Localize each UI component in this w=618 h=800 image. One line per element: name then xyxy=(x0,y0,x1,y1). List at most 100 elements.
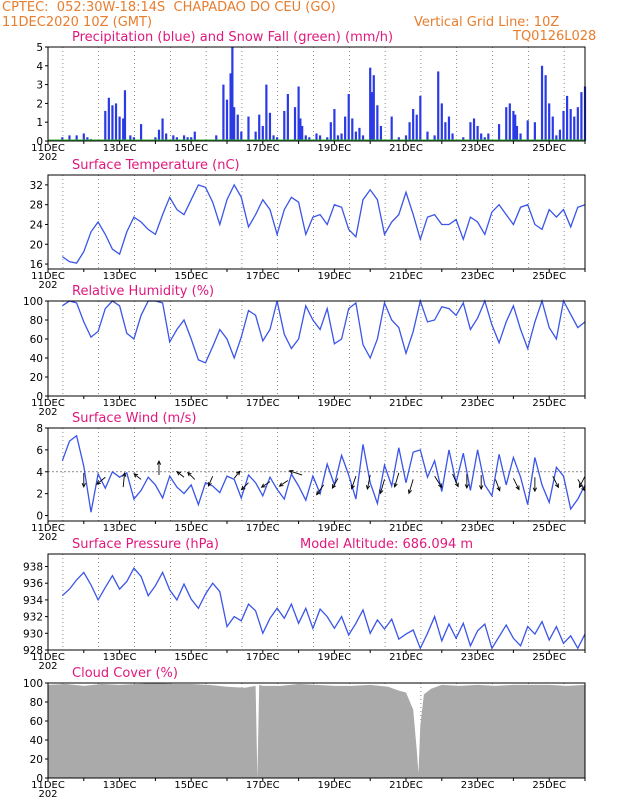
y-tick-label: 80 xyxy=(30,697,43,709)
precip-bar xyxy=(566,95,569,141)
y-tick-label: 28 xyxy=(30,200,43,212)
x-tick-label: 19DEC xyxy=(318,143,352,154)
x-tick-label: 19DEC xyxy=(318,780,352,791)
wind-arrow xyxy=(316,484,325,495)
y-tick-label: 40 xyxy=(30,735,43,747)
panel-title: Surface Pressure (hPa) xyxy=(72,537,219,552)
precip-bar xyxy=(562,110,565,141)
x-tick-label: 19DEC xyxy=(318,652,352,663)
wind-arrow-head xyxy=(288,469,294,474)
precip-bar xyxy=(358,127,361,141)
wind-arrow-head xyxy=(187,471,192,477)
wind-arrow-head xyxy=(393,482,398,488)
panel-pres: 928 930 932 934 936 938 11DEC 13DEC 15DEC 17DEC 19… xyxy=(23,537,586,672)
y-tick-label: 100 xyxy=(23,296,43,308)
x-tick-label: 17DEC xyxy=(246,398,280,409)
y-tick-label: 3 xyxy=(36,80,43,92)
precip-bar xyxy=(326,137,329,141)
x-tick-label: 25DEC xyxy=(532,523,566,534)
precip-bar xyxy=(122,118,125,141)
y-tick-label: 932 xyxy=(23,612,43,624)
y-tick-label: 936 xyxy=(23,578,43,590)
precip-bar xyxy=(426,131,429,141)
precip-bar xyxy=(297,86,300,141)
precip-bar xyxy=(548,103,551,141)
x-tick-label: 21DEC xyxy=(389,780,423,791)
precip-bar xyxy=(240,131,243,141)
precip-bar xyxy=(304,135,307,141)
x-tick-label: 25DEC xyxy=(532,398,566,409)
precip-bar xyxy=(315,133,318,141)
chart-header: CPTEC: 052:30W-18:14S CHAPADAO DO CEU (G… xyxy=(0,0,618,44)
precip-bar xyxy=(483,137,486,141)
precip-bar xyxy=(254,131,257,141)
wind-arrow xyxy=(233,471,241,479)
precip-bar xyxy=(118,116,121,141)
precip-bar xyxy=(132,137,136,141)
x-tick-label: 13DEC xyxy=(103,143,137,154)
x-tick-label: 11DEC xyxy=(31,652,65,663)
x-tick-label: 21DEC xyxy=(389,143,423,154)
y-tick-label: 8 xyxy=(36,423,43,435)
precip-bar xyxy=(419,95,422,141)
precip-bar xyxy=(558,129,562,141)
x-tick-label: 25DEC xyxy=(532,780,566,791)
precip-bar xyxy=(333,109,336,141)
precip-bar xyxy=(573,116,576,141)
precip-bar xyxy=(236,114,239,141)
wind-arrow xyxy=(408,479,414,494)
precip-bar xyxy=(551,116,554,141)
x-tick-label: 23DEC xyxy=(461,780,495,791)
precip-bar xyxy=(351,118,354,141)
wind-arrow-head xyxy=(316,490,321,496)
x-tick-label: 11DEC xyxy=(31,143,65,154)
wind-arrow-head xyxy=(176,470,182,476)
wind-arrow-head xyxy=(207,481,212,487)
precip-bar xyxy=(404,135,408,141)
grid-note: Vertical Grid Line: 10Z xyxy=(414,15,560,30)
precip-bar xyxy=(82,133,85,141)
x-tick-label: 21DEC xyxy=(389,398,423,409)
precip-bar xyxy=(376,105,379,141)
panel-title: Surface Temperature (nC) xyxy=(72,158,240,173)
pres-series-line xyxy=(61,567,586,650)
wind-arrow xyxy=(366,474,371,490)
x-tick-label: 13DEC xyxy=(103,780,137,791)
precip-bar xyxy=(476,125,479,141)
precip-bar xyxy=(415,114,418,141)
precip-bar xyxy=(508,103,511,141)
x-year-label: 202 xyxy=(38,280,57,291)
wind-arrow-head xyxy=(81,483,86,488)
precip-bar xyxy=(231,47,234,141)
panel-temp: 16 20 24 28 32 11DEC 13DEC 15DEC 17DEC 19DEC 21DEC… xyxy=(30,158,586,291)
panel-title: Relative Humidity (%) xyxy=(72,284,214,299)
x-tick-label: 25DEC xyxy=(532,143,566,154)
y-tick-label: 0 xyxy=(36,136,43,148)
wind-arrow xyxy=(176,471,185,478)
precip-bar xyxy=(161,118,164,141)
precip-bar xyxy=(505,107,508,141)
wind-arrow xyxy=(512,478,520,490)
y-tick-label: 60 xyxy=(30,716,43,728)
wind-arrow xyxy=(577,479,586,491)
precip-bar xyxy=(372,75,375,141)
y-tick-label: 4 xyxy=(36,61,43,73)
wind-arrow-head xyxy=(260,483,266,488)
precip-bar xyxy=(215,135,218,141)
x-tick-label: 13DEC xyxy=(103,652,137,663)
x-tick-label: 13DEC xyxy=(103,398,137,409)
precip-bar xyxy=(397,137,400,141)
precip-bar xyxy=(299,118,302,141)
wind-arrow-head xyxy=(96,480,101,485)
x-tick-label: 15DEC xyxy=(174,523,208,534)
precip-bar xyxy=(190,137,193,141)
precip-bar xyxy=(175,137,178,141)
precip-bar xyxy=(225,99,229,141)
y-tick-label: 60 xyxy=(30,334,43,346)
precip-bar xyxy=(123,90,127,141)
precip-bar xyxy=(111,105,114,141)
wind-arrow xyxy=(289,470,303,476)
precip-bar xyxy=(247,116,250,141)
run-date: 11DEC2020 10Z (GMT) xyxy=(2,15,153,30)
wind-arrow-head xyxy=(379,489,384,495)
